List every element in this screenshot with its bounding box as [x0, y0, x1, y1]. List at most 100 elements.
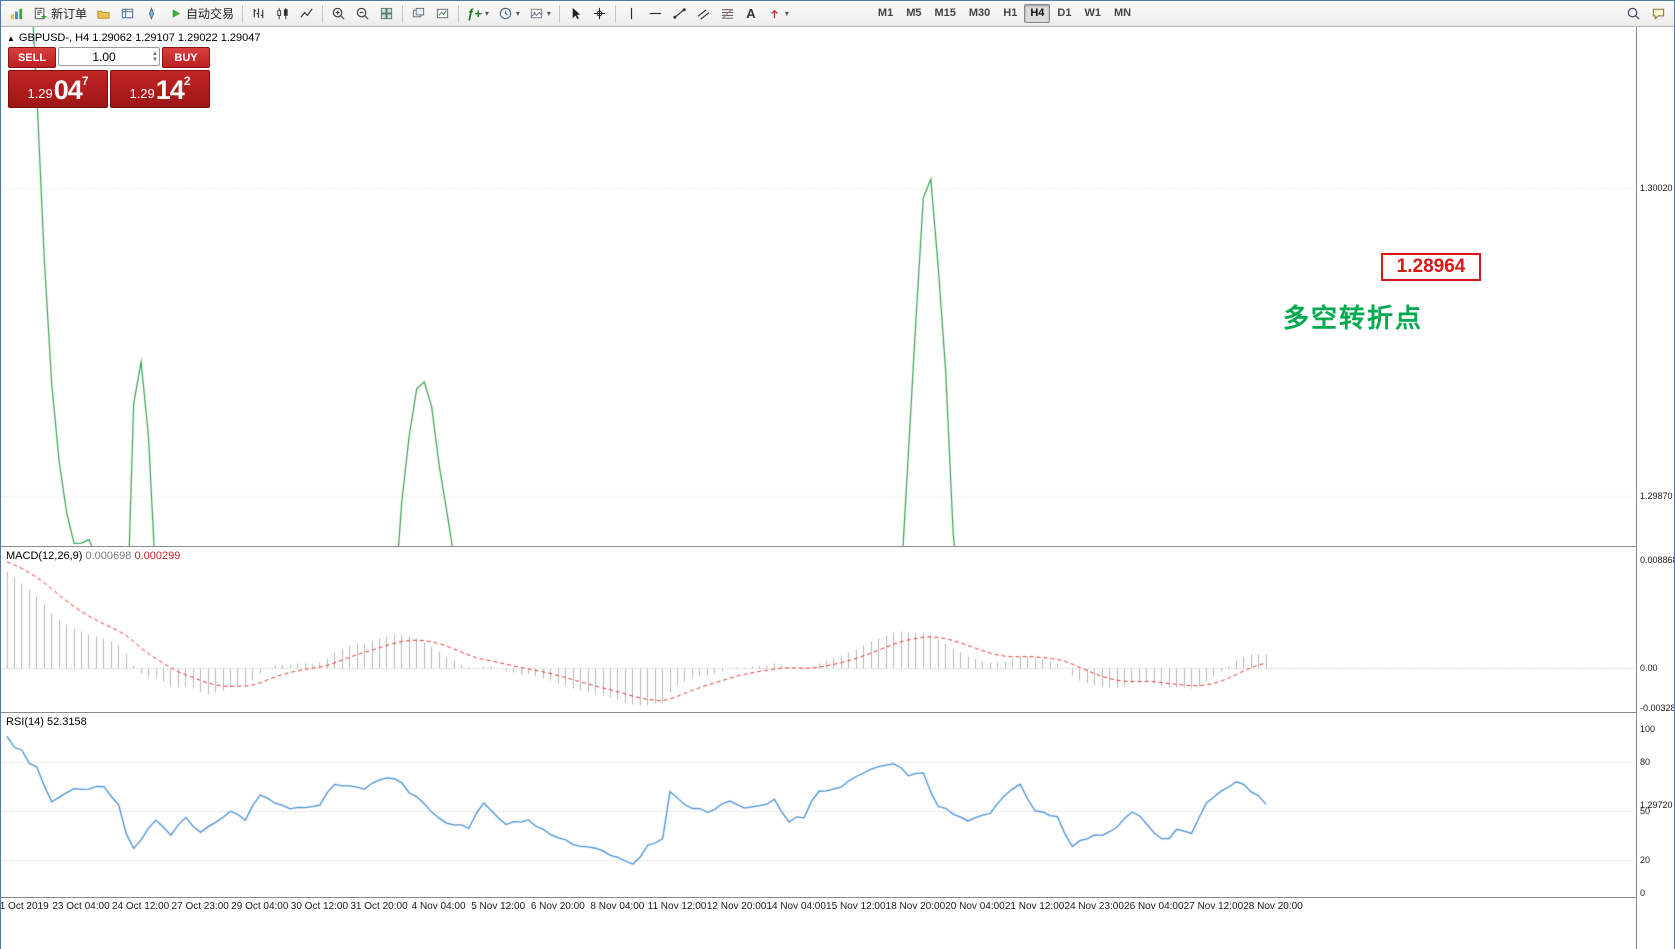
date-label: 4 Nov 04:00 [411, 901, 466, 912]
timeframe-m5-button[interactable]: M5 [906, 7, 922, 19]
sell-price-button[interactable]: 1.29 04 7 [8, 70, 108, 108]
navigator-icon [148, 7, 155, 20]
new-order-label: 新订单 [51, 7, 88, 21]
trendline-icon [673, 8, 686, 19]
zoom-out-button[interactable] [351, 3, 374, 25]
scale-tick: 0 [1640, 888, 1646, 898]
price-scale[interactable]: 1.300201.298701.297201.295701.294201.292… [1636, 27, 1674, 949]
bar-chart-button[interactable] [247, 3, 270, 25]
toolbar-separator [242, 4, 244, 23]
panel-divider[interactable] [1, 546, 1674, 547]
panel-divider[interactable] [1, 712, 1674, 713]
equidistant-channel-icon [697, 9, 710, 20]
timeframe-w1-button[interactable]: W1 [1084, 7, 1101, 19]
timeframe-m30-button[interactable]: M30 [968, 7, 991, 19]
equidistant-channel-button[interactable] [692, 3, 715, 25]
timeframe-m1-button[interactable]: M1 [877, 7, 894, 19]
scale-tick: 0.008868 [1640, 554, 1674, 565]
chart-profiles-button[interactable] [92, 3, 115, 25]
buy-price-point: 2 [183, 74, 191, 88]
candlestick-chart-button[interactable] [271, 3, 294, 25]
date-label: 20 Nov 04:00 [945, 901, 1005, 912]
timeframe-mn-button[interactable]: MN [1113, 7, 1132, 19]
main-toolbar: 新订单 自动交易 ƒ+ ▾ ▾ ▾ A ▾ M1 M5 M15 [1, 1, 1674, 27]
terminal-button[interactable] [5, 3, 28, 25]
trendline-button[interactable] [668, 3, 691, 25]
dropdown-caret-icon: ▾ [784, 8, 789, 18]
date-label: 6 Nov 20:00 [530, 901, 585, 912]
line-chart-button[interactable] [295, 3, 318, 25]
volume-down-icon[interactable]: ▼ [152, 56, 158, 63]
cascade-windows-button[interactable] [407, 3, 430, 25]
timeframe-h1-button[interactable]: H1 [1003, 7, 1018, 19]
vertical-line-icon [630, 7, 633, 20]
market-watch-icon [121, 8, 134, 19]
search-icon [1627, 7, 1640, 20]
buy-price-pips: 14 [155, 75, 185, 105]
chart-window: ▲ GBPUSD-, H4 1.29062 1.29107 1.29022 1.… [1, 27, 1674, 949]
crosshair-icon [593, 7, 606, 20]
rsi-label: RSI(14) 52.3158 [6, 716, 87, 728]
chat-button[interactable] [1647, 3, 1670, 25]
sell-button[interactable]: SELL [8, 47, 56, 68]
one-click-panel-toggle-icon[interactable]: ▲ [7, 33, 15, 43]
new-order-button[interactable]: 新订单 [29, 3, 91, 25]
fibonacci-icon [721, 8, 734, 19]
chat-icon [1652, 8, 1665, 20]
macd-name: MACD(12,26,9) [6, 550, 83, 562]
toolbar-separator [558, 4, 560, 23]
text-button[interactable]: A [740, 3, 762, 25]
fibonacci-button[interactable] [716, 3, 739, 25]
timeframe-d1-button[interactable]: D1 [1057, 7, 1072, 19]
vertical-line-button[interactable] [620, 3, 643, 25]
date-label: 27 Oct 23:00 [171, 901, 229, 912]
volume-input[interactable] [59, 48, 159, 65]
track-chart-button[interactable] [431, 3, 454, 25]
templates-icon [530, 8, 543, 19]
chart-profiles-icon [97, 10, 110, 19]
autotrading-button[interactable]: 自动交易 [164, 3, 238, 25]
sell-price-point: 7 [81, 74, 89, 88]
date-label: 5 Nov 12:00 [471, 901, 526, 912]
toolbar-separator [614, 4, 616, 23]
date-label: 27 Nov 12:00 [1183, 901, 1244, 912]
text-icon: A [746, 6, 756, 21]
buy-price-base: 1.29 [129, 86, 155, 101]
date-label: 12 Nov 20:00 [706, 901, 767, 912]
rsi-panel-canvas[interactable] [1, 713, 1638, 897]
date-label: 24 Oct 12:00 [111, 901, 170, 912]
timeframe-m15-button[interactable]: M15 [934, 7, 956, 19]
volume-spinner: ▲ ▼ [152, 48, 158, 65]
date-label: 29 Oct 04:00 [231, 901, 289, 912]
terminal-icon [10, 8, 23, 20]
volume-up-icon[interactable]: ▲ [152, 50, 158, 57]
indicators-icon: ƒ+ [467, 6, 482, 21]
buy-price-button[interactable]: 1.29 14 2 [110, 70, 210, 108]
indicators-button[interactable]: ƒ+ ▾ [463, 3, 493, 25]
arrows-button[interactable]: ▾ [763, 3, 793, 25]
navigator-button[interactable] [140, 3, 163, 25]
crosshair-button[interactable] [588, 3, 611, 25]
zoom-out-icon [356, 7, 369, 20]
price-chart-canvas[interactable] [1, 27, 1638, 546]
tile-windows-button[interactable] [375, 3, 398, 25]
periods-button[interactable]: ▾ [494, 3, 524, 25]
cursor-button[interactable] [564, 3, 587, 25]
search-button[interactable] [1622, 3, 1645, 25]
timeframe-h4-button[interactable]: H4 [1024, 4, 1051, 23]
horizontal-line-button[interactable] [644, 3, 667, 25]
scale-tick: 100 [1640, 724, 1656, 734]
market-watch-button[interactable] [116, 3, 139, 25]
autotrading-label: 自动交易 [186, 7, 235, 21]
symbol-ohlc-text: GBPUSD-, H4 1.29062 1.29107 1.29022 1.29… [18, 32, 261, 44]
turning-point-annotation: 多空转折点 [1283, 303, 1424, 333]
zoom-in-button[interactable] [327, 3, 350, 25]
macd-panel-canvas[interactable] [1, 547, 1638, 712]
macd-label: MACD(12,26,9) 0.000698 0.000299 [6, 550, 180, 562]
buy-button[interactable]: BUY [162, 47, 210, 68]
volume-field: ▲ ▼ [58, 47, 160, 66]
toolbar-separator [322, 4, 324, 23]
templates-button[interactable]: ▾ [525, 3, 555, 25]
